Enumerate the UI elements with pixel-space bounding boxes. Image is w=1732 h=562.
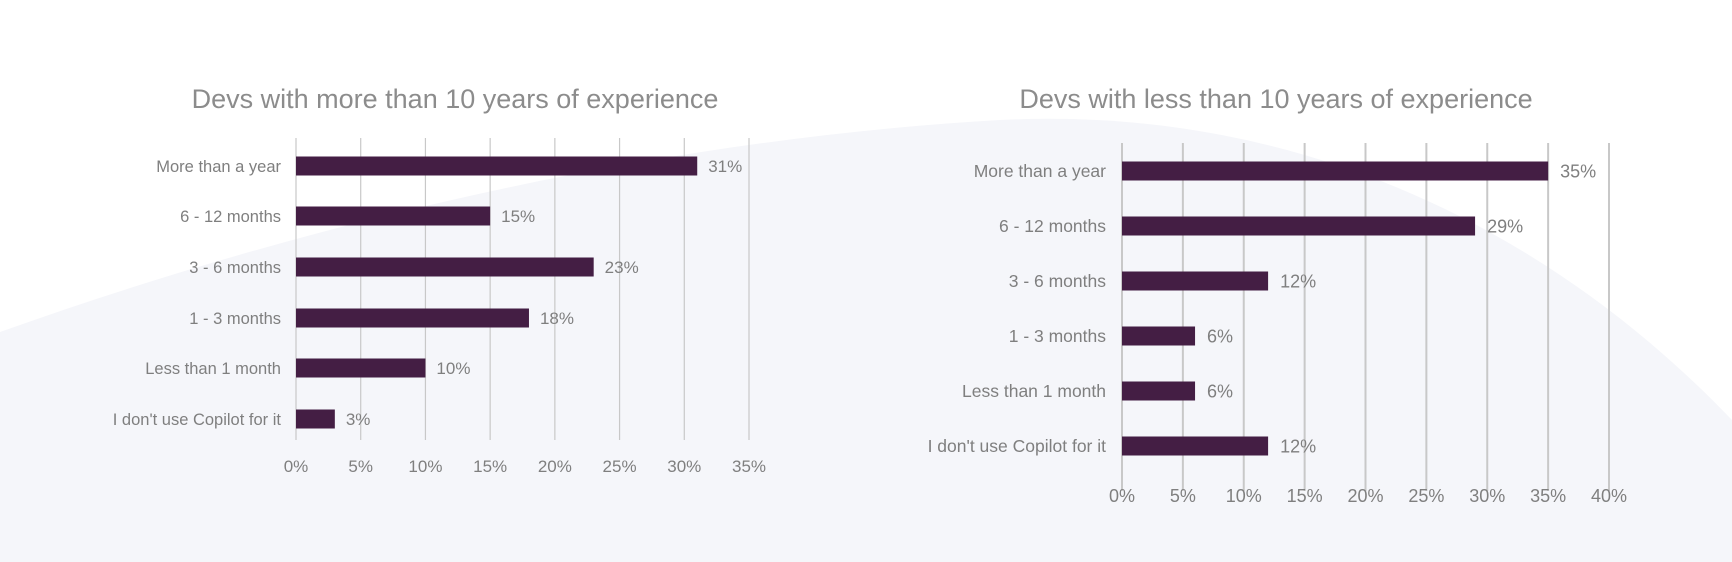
x-tick-label: 15%	[1287, 486, 1323, 506]
data-label: 6%	[1207, 326, 1233, 346]
data-label: 15%	[501, 207, 535, 226]
x-tick-label: 5%	[1170, 486, 1196, 506]
data-label: 12%	[1280, 271, 1316, 291]
x-tick-label: 0%	[284, 457, 309, 476]
x-tick-label: 10%	[1226, 486, 1262, 506]
data-label: 12%	[1280, 436, 1316, 456]
category-label: 1 - 3 months	[1009, 326, 1107, 346]
category-label: 6 - 12 months	[999, 216, 1106, 236]
data-label: 31%	[708, 157, 742, 176]
category-label: 3 - 6 months	[189, 259, 281, 277]
bar	[296, 409, 335, 429]
bar	[1122, 271, 1269, 291]
data-label: 3%	[346, 410, 371, 429]
data-label: 18%	[540, 309, 574, 328]
chart-title-less-than-10-years: Devs with less than 10 years of experien…	[1019, 84, 1533, 114]
bar	[296, 257, 594, 277]
x-tick-label: 40%	[1591, 486, 1627, 506]
bar	[1122, 436, 1269, 456]
x-tick-label: 5%	[348, 457, 373, 476]
bar	[1122, 161, 1549, 181]
x-tick-label: 20%	[1347, 486, 1383, 506]
bar	[1122, 216, 1476, 236]
category-label: 1 - 3 months	[189, 310, 281, 328]
data-label: 23%	[605, 258, 639, 277]
x-tick-label: 30%	[667, 457, 701, 476]
x-tick-label: 25%	[1408, 486, 1444, 506]
chart-title-more-than-10-years: Devs with more than 10 years of experien…	[191, 84, 719, 114]
x-tick-label: 25%	[603, 457, 637, 476]
category-label: Less than 1 month	[962, 381, 1106, 401]
x-tick-label: 20%	[538, 457, 572, 476]
bar	[1122, 326, 1196, 346]
data-label: 10%	[436, 359, 470, 378]
x-tick-label: 0%	[1109, 486, 1135, 506]
x-tick-label: 35%	[732, 457, 766, 476]
category-label: I don't use Copilot for it	[928, 436, 1107, 456]
data-label: 35%	[1560, 161, 1596, 181]
data-label: 6%	[1207, 381, 1233, 401]
bar	[296, 358, 426, 378]
bar	[296, 156, 698, 176]
category-label: I don't use Copilot for it	[113, 411, 282, 429]
category-label: 3 - 6 months	[1009, 271, 1107, 291]
bar	[1122, 381, 1196, 401]
x-tick-label: 10%	[408, 457, 442, 476]
category-label: Less than 1 month	[145, 360, 281, 378]
x-tick-label: 35%	[1530, 486, 1566, 506]
x-tick-label: 15%	[473, 457, 507, 476]
category-label: More than a year	[156, 158, 281, 176]
category-label: More than a year	[974, 161, 1106, 181]
bar	[296, 206, 491, 226]
x-tick-label: 30%	[1469, 486, 1505, 506]
data-label: 29%	[1487, 216, 1523, 236]
bar	[296, 308, 529, 328]
category-label: 6 - 12 months	[180, 208, 281, 226]
